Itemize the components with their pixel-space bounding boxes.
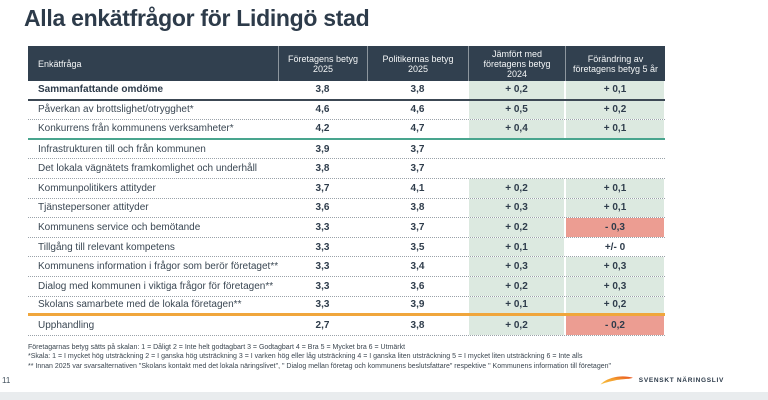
table-row: Sammanfattande omdöme 3,8 3,8 + 0,2 + 0,1 (28, 81, 665, 101)
politicians-rating-cell: 3,7 (410, 163, 425, 175)
company-rating-cell: 3,3 (315, 241, 330, 253)
change-5yr-cell: - 0,2 (565, 316, 665, 335)
question-cell: Sammanfattande omdöme (38, 84, 164, 96)
change-5yr-cell: + 0,2 (565, 296, 665, 314)
politicians-rating-cell: 3,6 (410, 280, 425, 292)
question-cell: Kommunens information i frågor som berör… (38, 261, 278, 273)
change-5yr-cell: + 0,1 (565, 120, 665, 138)
table-row: Infrastrukturen till och från kommunen 3,… (28, 139, 665, 160)
company-rating-cell: 4,6 (315, 104, 330, 116)
company-rating-cell: 4,2 (315, 123, 330, 135)
vs-2024-cell (468, 139, 565, 159)
vs-2024-cell: + 0,2 (468, 81, 565, 99)
company-rating-cell: 3,8 (315, 84, 330, 96)
question-cell: Infrastrukturen till och från kommunen (38, 143, 206, 155)
politicians-rating-cell: 3,9 (410, 299, 425, 311)
question-cell: Tillgång till relevant kompetens (38, 241, 175, 253)
company-rating-cell: 3,3 (315, 221, 330, 233)
politicians-rating-cell: 4,1 (410, 182, 425, 194)
change-5yr-cell: + 0,1 (565, 81, 665, 99)
footnotes: Företagarnas betyg sätts på skalan: 1 = … (28, 343, 760, 371)
change-5yr-cell (565, 139, 665, 159)
table-body: Sammanfattande omdöme 3,8 3,8 + 0,2 + 0,1 Påv… (28, 81, 665, 336)
company-rating-cell: 3,3 (315, 299, 330, 311)
table-row: Kommunpolitikers attityder 3,7 4,1 + 0,2 + 0… (28, 178, 665, 199)
politicians-rating-cell: 3,8 (410, 84, 425, 96)
vs-2024-cell: + 0,1 (468, 237, 565, 257)
question-cell: Upphandling (38, 319, 95, 331)
vs-2024-cell: + 0,3 (468, 198, 565, 218)
company-rating-cell: 2,7 (315, 319, 330, 331)
vs-2024-cell: + 0,2 (468, 178, 565, 198)
question-cell: Skolans samarbete med de lokala företage… (38, 299, 242, 311)
table-row: Tjänstepersoner attityder 3,6 3,8 + 0,3 + 0,… (28, 198, 665, 219)
company-rating-cell: 3,3 (315, 261, 330, 273)
company-rating-cell: 3,8 (315, 163, 330, 175)
politicians-rating-cell: 3,4 (410, 261, 425, 273)
question-cell: Det lokala vägnätets framkomlighet och u… (38, 163, 258, 175)
company-rating-cell: 3,3 (315, 280, 330, 292)
change-5yr-cell: + 0,1 (565, 198, 665, 218)
change-5yr-cell: + 0,3 (565, 257, 665, 276)
company-rating-cell: 3,9 (315, 143, 330, 155)
table-row: Det lokala vägnätets framkomlighet och u… (28, 159, 665, 179)
page-title: Alla enkätfrågor för Lidingö stad (24, 5, 370, 31)
svenskt-naringsliv-logo: SVENSKT NÄRINGSLIV (600, 374, 724, 387)
vs-2024-cell: + 0,2 (468, 218, 565, 237)
footnote-line: Företagarnas betyg sätts på skalan: 1 = … (28, 344, 406, 351)
bottom-strip (0, 392, 768, 400)
company-rating-cell: 3,6 (315, 202, 330, 214)
question-cell: Påverkan av brottslighet/otrygghet* (38, 104, 194, 116)
politicians-rating-cell: 3,8 (410, 202, 425, 214)
change-5yr-cell: +/- 0 (565, 237, 665, 257)
politicians-rating-cell: 4,6 (410, 104, 425, 116)
table-header: Enkätfråga Företagens betyg 2025 Politiker… (28, 46, 665, 81)
survey-table: Enkätfråga Företagens betyg 2025 Politiker… (28, 46, 665, 336)
table-row: Kommunens information i frågor som berör… (28, 257, 665, 277)
change-5yr-cell: + 0,2 (565, 100, 665, 120)
vs-2024-cell: + 0,3 (468, 257, 565, 276)
footnote-line: ** Innan 2025 var svarsalternativen "Sko… (28, 362, 611, 370)
vs-2024-cell: + 0,2 (468, 276, 565, 296)
logo-swoosh-icon (600, 376, 633, 385)
company-rating-cell: 3,7 (315, 182, 330, 194)
politicians-rating-cell: 3,7 (410, 143, 425, 155)
column-header-3: Jämfört med företagens betyg 2024 (468, 46, 565, 81)
change-5yr-cell (565, 159, 665, 178)
table-row: Dialog med kommunen i viktiga frågor för… (28, 276, 665, 297)
change-5yr-cell: + 0,3 (565, 276, 665, 296)
column-header-1: Företagens betyg 2025 (278, 46, 367, 81)
table-row: Upphandling 2,7 3,8 + 0,2- 0,2 (28, 316, 665, 336)
change-5yr-cell: - 0,3 (565, 218, 665, 237)
vs-2024-cell: + 0,5 (468, 100, 565, 120)
vs-2024-cell: + 0,2 (468, 316, 565, 335)
logo-text: SVENSKT NÄRINGSLIV (638, 377, 724, 384)
politicians-rating-cell: 3,7 (410, 221, 425, 233)
change-5yr-cell: + 0,1 (565, 178, 665, 198)
footnote-line: *Skala: 1 = I mycket hög utsträckning 2 … (28, 353, 583, 361)
page-number: 11 (2, 376, 11, 385)
column-header-2: Politikernas betyg 2025 (367, 46, 468, 81)
question-cell: Konkurrens från kommunens verksamheter* (38, 123, 234, 135)
question-cell: Kommunpolitikers attityder (38, 182, 156, 194)
vs-2024-cell: + 0,4 (468, 120, 565, 138)
vs-2024-cell: + 0,1 (468, 296, 565, 314)
table-row: Kommunens service och bemötande 3,3 3,7 + 0… (28, 218, 665, 238)
table-row: Skolans samarbete med de lokala företage… (28, 296, 665, 317)
vs-2024-cell (468, 159, 565, 178)
column-header-4: Förändring av företagens betyg 5 år (565, 46, 665, 81)
question-cell: Dialog med kommunen i viktiga frågor för… (38, 280, 274, 292)
column-header-0: Enkätfråga (38, 58, 82, 69)
politicians-rating-cell: 3,5 (410, 241, 425, 253)
question-cell: Tjänstepersoner attityder (38, 202, 149, 214)
politicians-rating-cell: 3,8 (410, 319, 425, 331)
politicians-rating-cell: 4,7 (410, 123, 425, 135)
table-row: Konkurrens från kommunens verksamheter* 4… (28, 120, 665, 140)
table-row: Påverkan av brottslighet/otrygghet* 4,6 4,… (28, 100, 665, 121)
table-row: Tillgång till relevant kompetens 3,3 3,5 + … (28, 237, 665, 258)
question-cell: Kommunens service och bemötande (38, 221, 201, 233)
